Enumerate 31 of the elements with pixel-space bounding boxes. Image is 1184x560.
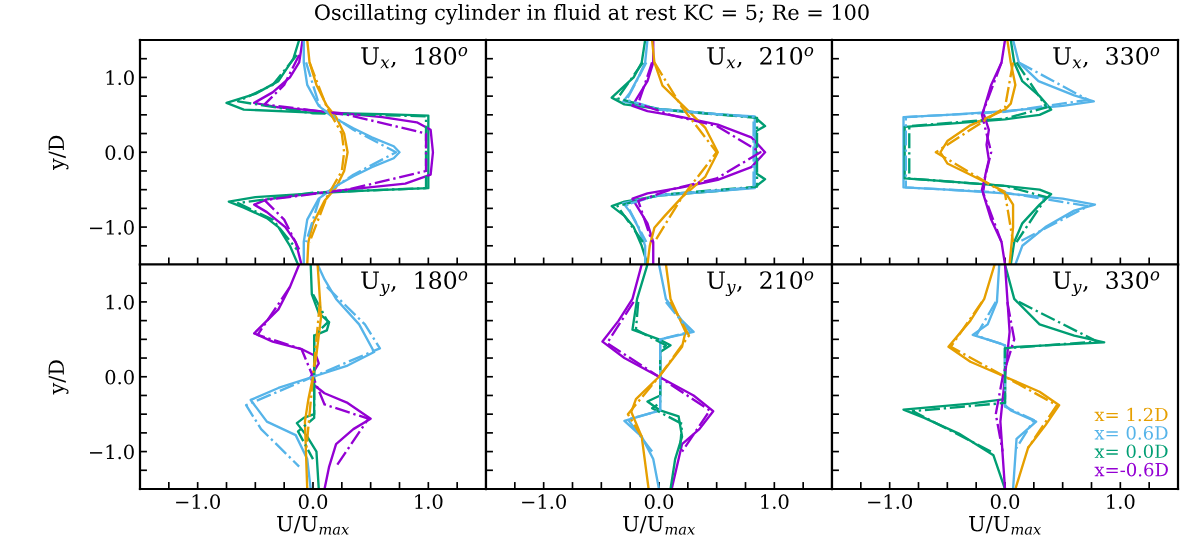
annotation: U$_{y}$, 210$^{o}$ — [707, 271, 814, 297]
text: x= 0.6D — [1094, 426, 1168, 440]
x-tick-label: 1.0 — [761, 494, 789, 509]
x-tick-label: 1.0 — [415, 494, 443, 509]
x-axis-title: U/U$_{max}$ — [623, 516, 695, 535]
annotation: U$_{x}$, 180$^{o}$ — [361, 46, 468, 69]
x-tick-label: −1.0 — [176, 494, 220, 509]
y-tick-label: 1.0 — [106, 294, 134, 310]
annotation: U$_{x}$, 210$^{o}$ — [707, 46, 814, 69]
y-tick-label: 0.0 — [105, 145, 134, 160]
y-tick-label: 1.0 — [106, 70, 134, 86]
series-label: x= 1.2D — [1094, 407, 1168, 422]
x-tick-label: −1.0 — [522, 494, 566, 509]
x-tick-label: 0.0 — [298, 494, 328, 509]
y-axis-title: y/D — [48, 135, 69, 171]
y-tick-label: −1.0 — [89, 220, 134, 235]
annotation: U$_{y}$, 180$^{o}$ — [361, 271, 468, 297]
x-tick-label: 0.0 — [990, 494, 1020, 509]
annotation: U$_{x}$, 330$^{o}$ — [1053, 46, 1160, 69]
y-axis-title: y/D — [48, 360, 69, 395]
y-tick-label: 0.0 — [105, 369, 134, 385]
text: Oscillating cylinder in fluid at rest KC = 5; Re = 100 — [315, 4, 869, 25]
y-tick-label: −1.0 — [89, 444, 134, 460]
x-tick-label: 1.0 — [1107, 494, 1135, 509]
text: x= 0.0D — [1094, 444, 1168, 459]
x-axis-title: U/U$_{max}$ — [277, 516, 349, 535]
x-axis-title: U/U$_{max}$ — [969, 516, 1041, 535]
x-tick-label: 0.0 — [644, 494, 674, 509]
text: x=-0.6D — [1094, 462, 1168, 477]
annotation: U$_{y}$, 330$^{o}$ — [1053, 271, 1160, 297]
x-tick-label: −1.0 — [868, 494, 912, 509]
